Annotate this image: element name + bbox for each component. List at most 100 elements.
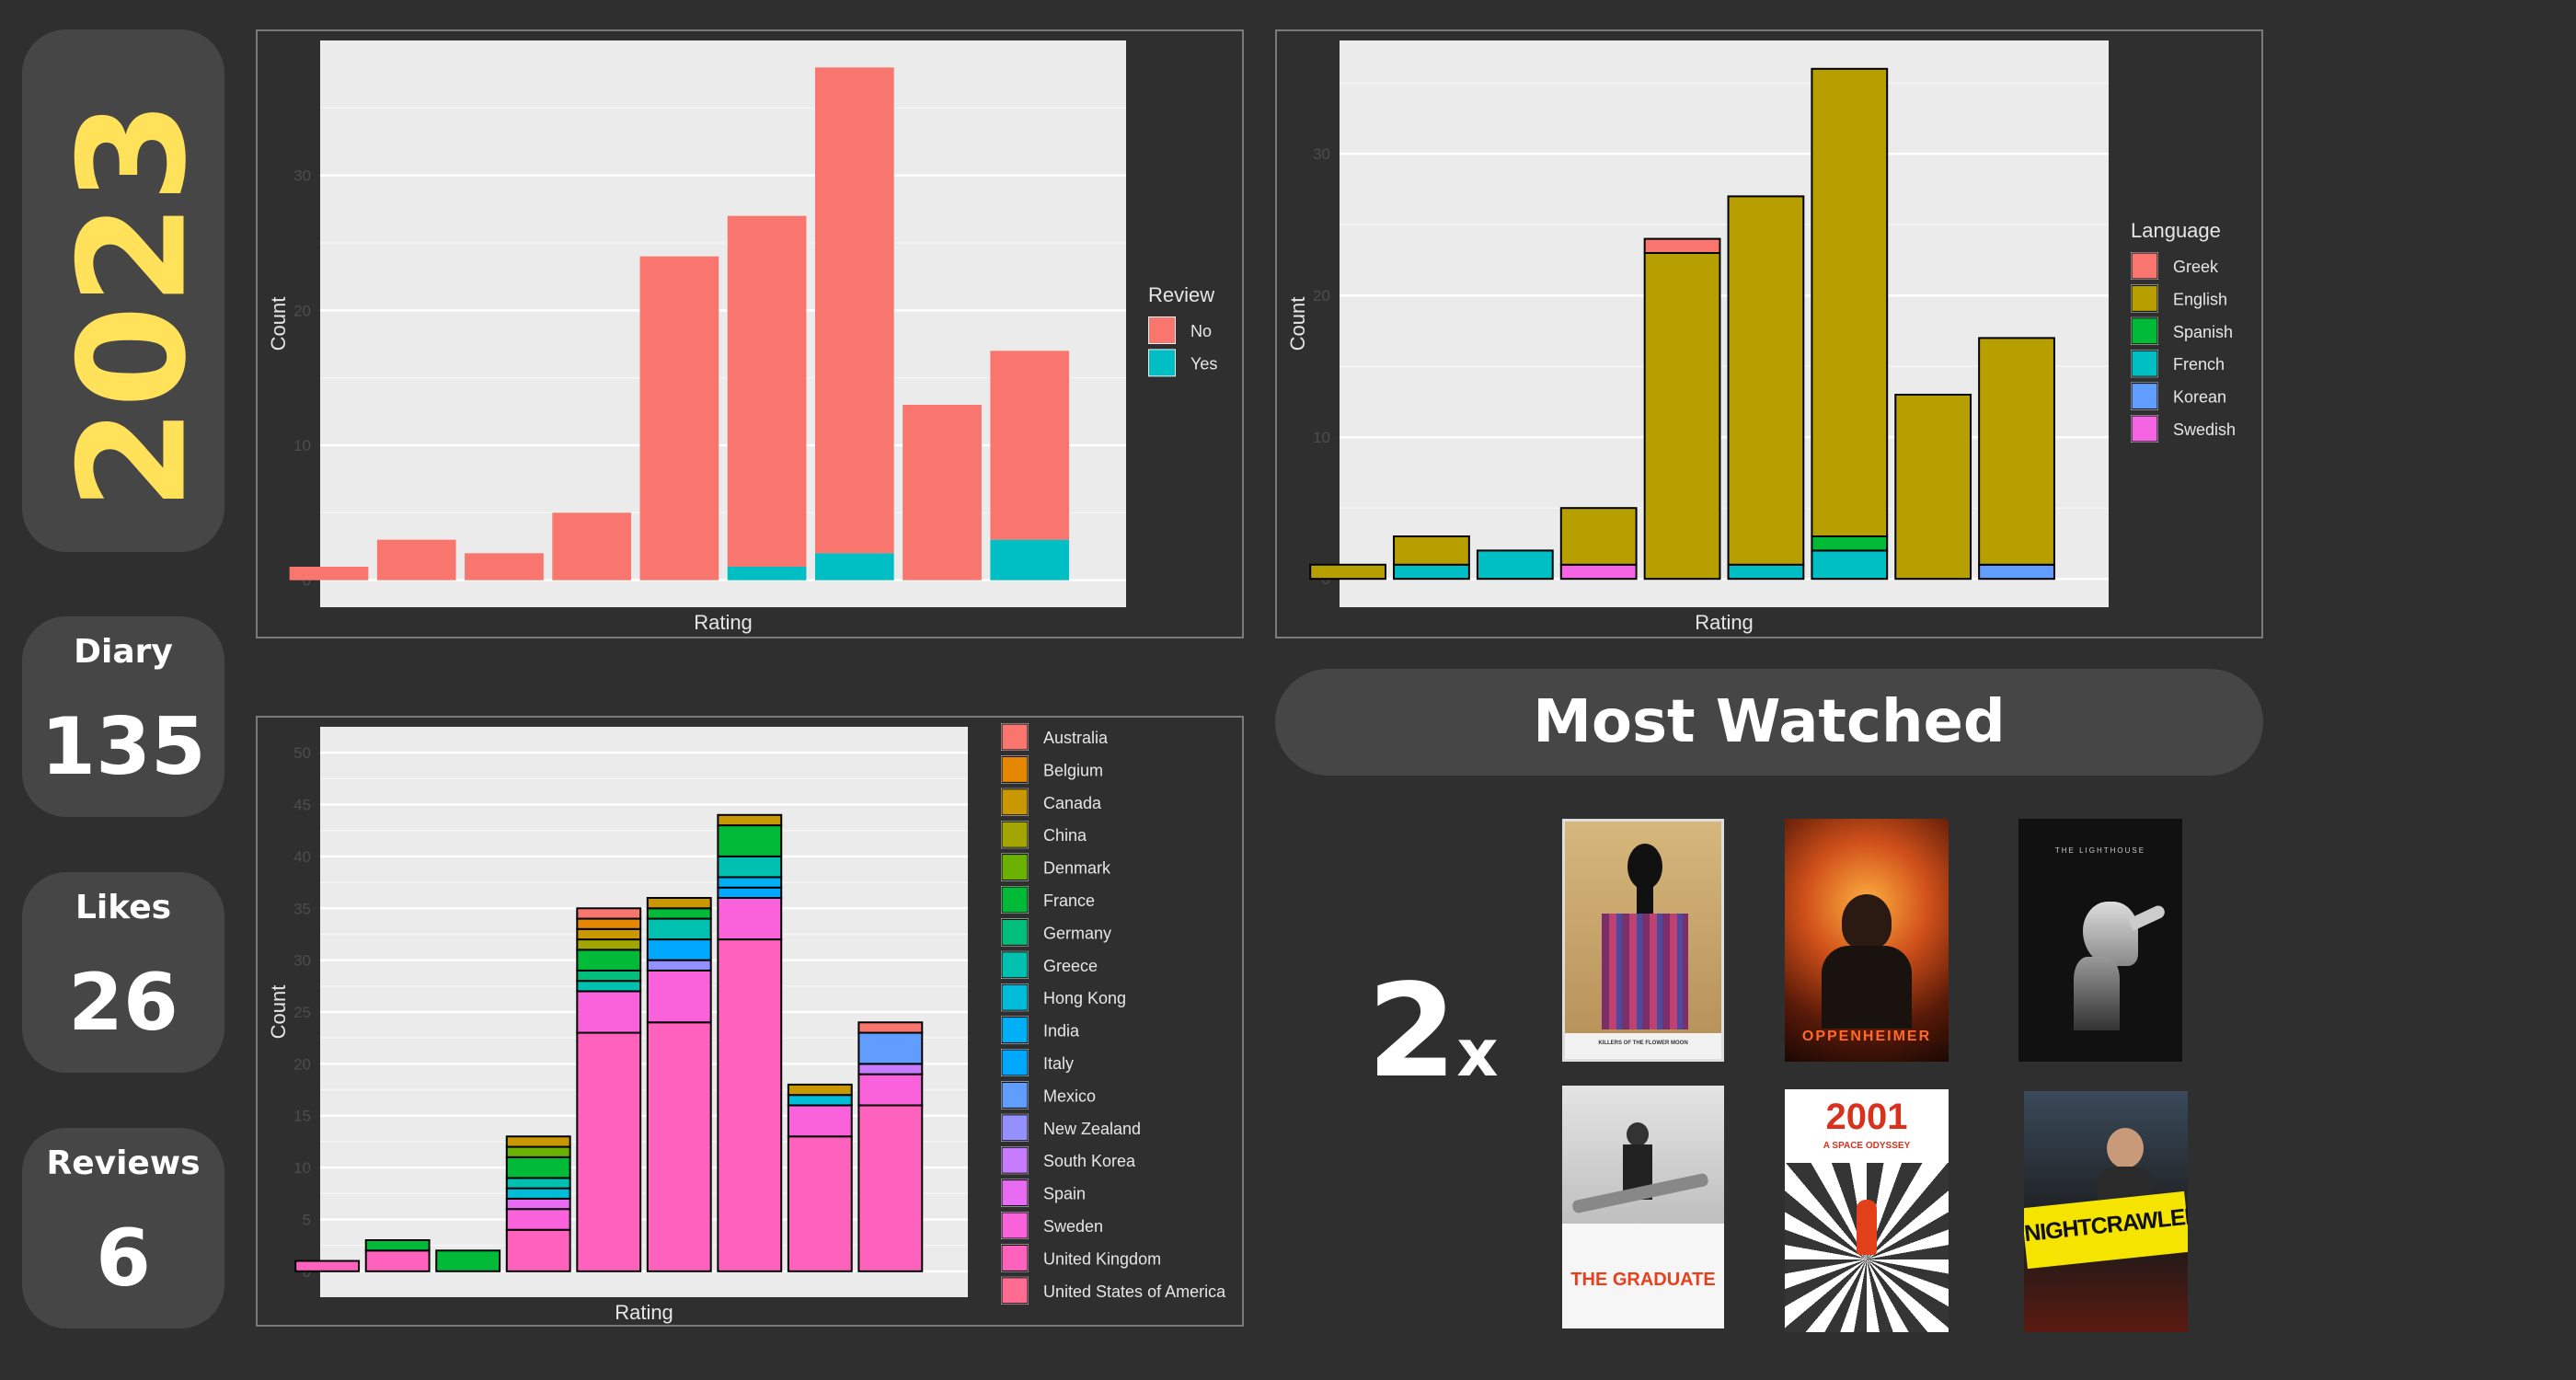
legend-label: France (1043, 891, 1095, 910)
bar-segment (857, 1063, 924, 1075)
2001-poster[interactable]: 2001 A SPACE ODYSSEY (1785, 1089, 1949, 1332)
bar-segment (576, 969, 642, 983)
diary-label: Diary (74, 633, 173, 671)
bar-segment (717, 855, 783, 879)
legend-label: Swedish (2173, 420, 2236, 439)
bar-segment (1811, 67, 1889, 538)
bar-segment (576, 927, 642, 941)
bar-segment (814, 553, 894, 581)
legend-key (1001, 1017, 1029, 1044)
bar-segment (717, 824, 783, 857)
bar-segment (646, 938, 712, 961)
bar-segment (576, 917, 642, 930)
bar-segment (505, 1187, 571, 1200)
legend-key (1001, 854, 1029, 881)
y-tick-label: 20 (1313, 287, 1330, 305)
bar-segment (1393, 563, 1470, 581)
y-tick-label: 5 (303, 1211, 311, 1228)
legend-label: China (1043, 826, 1087, 845)
bar-segment (717, 938, 783, 1272)
legend-label: United Kingdom (1043, 1249, 1161, 1268)
graduate-caption: THE GRADUATE (1570, 1270, 1716, 1290)
legend-label: New Zealand (1043, 1120, 1141, 1138)
x-axis-title: Rating (615, 1301, 673, 1324)
bar-segment (552, 512, 632, 581)
legend-key (1001, 1277, 1029, 1305)
bar-segment (857, 1073, 924, 1107)
country-chart: 05101520253035404550RatingCountCountryAu… (267, 686, 1226, 1324)
bar-segment (1643, 252, 1721, 581)
bar-segment (1811, 549, 1889, 581)
bar-segment (1978, 337, 2055, 566)
legend-key (1001, 788, 1029, 816)
legend-label: Mexico (1043, 1087, 1096, 1105)
legend-key (1001, 1081, 1029, 1109)
bar-segment (294, 1259, 361, 1272)
bar-segment (990, 351, 1070, 540)
legend-label: South Korea (1043, 1152, 1136, 1170)
legend-label: Denmark (1043, 859, 1111, 878)
2001-subcaption: A SPACE ODYSSEY (1823, 1141, 1911, 1151)
legend-key (1001, 1179, 1029, 1207)
legend-label: Greece (1043, 957, 1098, 975)
legend-label: Greek (2173, 258, 2219, 276)
y-tick-label: 45 (293, 797, 311, 814)
legend: CountryAustraliaBelgiumCanadaChinaDenmar… (1001, 686, 1226, 1305)
lighthouse-caption: THE LIGHTHOUSE (2054, 846, 2146, 855)
bar-segment (639, 256, 719, 581)
bar-segment (787, 1094, 853, 1107)
year-card: 2023 (22, 29, 224, 552)
bar-segment (646, 1021, 712, 1272)
x-axis-title: Rating (694, 611, 753, 634)
y-axis-title: Count (267, 985, 290, 1040)
legend-key (2131, 350, 2158, 377)
legend-key (1001, 723, 1029, 751)
review-chart-panel: 0 10 20 30 Rating Count Review No Yes (256, 29, 1244, 638)
legend-key (1001, 1146, 1029, 1174)
y-tick-label: 10 (1313, 429, 1330, 446)
reviews-count: 6 (96, 1213, 151, 1305)
watch-count: 2 (1367, 957, 1457, 1107)
bar-segment (717, 813, 783, 827)
legend-label: French (2173, 355, 2225, 374)
bar-segment (857, 1021, 924, 1034)
legend-key (1149, 317, 1175, 343)
legend-key (1001, 1244, 1029, 1271)
diary-count: 135 (40, 701, 206, 793)
country-chart-panel: 05101520253035404550RatingCountCountryAu… (256, 686, 1244, 1327)
bar-segment (787, 1083, 853, 1097)
legend-key (2131, 252, 2158, 280)
the-lighthouse-poster[interactable]: THE LIGHTHOUSE (2018, 819, 2182, 1062)
bar-segment (505, 1135, 571, 1148)
legend-key (1001, 1212, 1029, 1239)
bar-segment (576, 938, 642, 951)
language-chart-panel: 0102030RatingCountLanguageGreekEnglishSp… (1275, 29, 2263, 638)
oppenheimer-poster[interactable]: OPPENHEIMER (1785, 819, 1949, 1062)
legend-key (2131, 383, 2158, 410)
legend-label: English (2173, 290, 2227, 308)
nightcrawler-poster[interactable]: NIGHTCRAWLER (2024, 1091, 2188, 1332)
bar-segment (646, 959, 712, 972)
legend-key (1001, 755, 1029, 783)
bar-segment (1727, 563, 1805, 581)
legend-title: Language (2131, 219, 2221, 242)
legend-label: Spanish (2173, 323, 2233, 341)
legend-key (2131, 415, 2158, 443)
y-tick-label: 10 (293, 1159, 311, 1177)
bar-segment (1894, 394, 1972, 581)
most-watched-title: Most Watched (1275, 669, 2263, 776)
legend: Review No Yes (1148, 283, 1217, 377)
killers-of-the-flower-moon-poster[interactable]: KILLERS OF THE FLOWER MOON (1562, 819, 1724, 1062)
bar-segment (727, 215, 807, 567)
bar-segment (576, 990, 642, 1034)
legend-key (2131, 284, 2158, 312)
bar-segment (717, 886, 783, 900)
bar-segment (364, 1239, 431, 1252)
the-graduate-poster[interactable]: THE GRADUATE (1562, 1086, 1724, 1328)
legend-key (1001, 918, 1029, 946)
y-tick-label: 0 (303, 572, 311, 590)
bar-segment (1643, 237, 1721, 255)
bar-segment (505, 1156, 571, 1179)
bar-segment (1309, 563, 1386, 581)
legend-label: United States of America (1043, 1282, 1226, 1301)
